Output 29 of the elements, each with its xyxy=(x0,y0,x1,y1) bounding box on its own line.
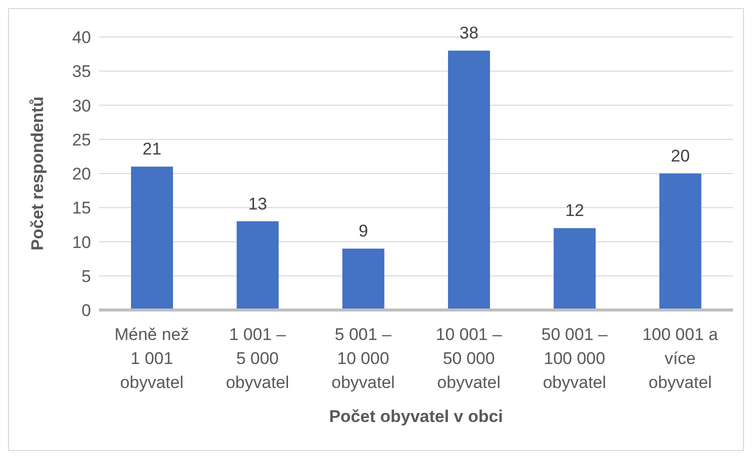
bar xyxy=(131,166,173,310)
data-label: 12 xyxy=(565,201,584,220)
bar xyxy=(236,221,279,310)
data-label: 9 xyxy=(358,222,368,241)
x-tick-label: 50 001 – 100 000 obyvatel xyxy=(541,325,608,392)
y-tick-label: 35 xyxy=(72,62,91,82)
y-tick-label: 30 xyxy=(72,96,91,116)
x-tick-label: 5 001 – 10 000 obyvatel xyxy=(332,325,395,392)
bar xyxy=(659,174,702,310)
y-tick-label: 15 xyxy=(72,198,91,218)
y-tick-label: 0 xyxy=(82,301,91,320)
y-axis-title: Počet respondentů xyxy=(28,96,48,250)
data-label: 21 xyxy=(142,140,162,159)
data-label: 13 xyxy=(248,194,268,214)
x-tick-label: 1 001 – 5 000 obyvatel xyxy=(226,325,290,392)
x-tick-label: 100 001 a více obyvatel xyxy=(642,325,719,392)
bar xyxy=(342,248,384,310)
y-tick-label: 5 xyxy=(82,266,91,286)
y-tick-label: 25 xyxy=(72,130,91,150)
data-label: 20 xyxy=(670,146,690,166)
data-label: 38 xyxy=(460,24,478,43)
y-tick-label: 40 xyxy=(72,28,91,48)
x-tick-label: 10 001 – 50 000 obyvatel xyxy=(436,325,502,392)
y-tick-label: 20 xyxy=(72,164,91,184)
bar xyxy=(554,228,596,310)
bar xyxy=(448,50,490,310)
x-tick-label: Méně než 1 001 obyvatel xyxy=(114,325,190,392)
x-axis-title: Počet obyvatel v obci xyxy=(329,407,503,426)
y-tick-label: 10 xyxy=(72,232,91,252)
